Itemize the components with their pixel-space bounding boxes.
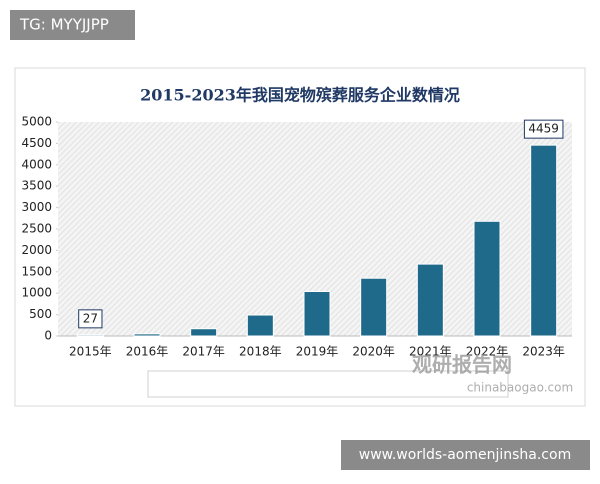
x-tick-label: 2022年 [466,345,509,359]
chart-title: 2015-2023年我国宠物殡葬服务企业数情况 [140,86,460,105]
x-tick-label: 2016年 [126,345,169,359]
data-label: 4459 [528,122,559,136]
y-tick-label: 4000 [21,157,52,171]
bar [473,220,501,337]
x-tick-label: 2023年 [522,345,565,359]
bar [530,144,558,337]
top-tag: TG: MYYJJPP [19,16,109,34]
data-label-box [523,119,564,139]
y-tick-label: 1500 [21,264,52,278]
x-tick-label: 2015年 [69,345,112,359]
top-tag-bg [10,10,135,40]
legend-box [147,370,509,398]
bar [303,290,331,337]
y-tick-label: 500 [29,307,52,321]
bar [76,334,104,337]
x-tick-label: 2020年 [352,345,395,359]
watermark-url: chinabaogao.com [467,381,573,395]
y-tick-label: 5000 [21,115,52,129]
bar [246,314,274,337]
bar [190,328,218,337]
x-tick-label: 2018年 [239,345,282,359]
bar [416,263,444,337]
data-label-box [78,309,103,329]
y-tick-label: 1000 [21,286,52,300]
x-tick-label: 2019年 [296,345,339,359]
watermark: 观研报告网 [412,353,512,377]
x-tick-label: 2017年 [182,345,225,359]
data-label: 27 [83,311,98,325]
bottom-tag: www.worlds-aomenjinsha.com [359,447,571,463]
y-tick-label: 2500 [21,222,52,236]
bottom-tag-bg [341,440,590,470]
bar [133,333,161,337]
y-tick-label: 2000 [21,243,52,257]
bar [360,277,388,337]
y-tick-label: 4500 [21,136,52,150]
y-tick-label: 3500 [21,179,52,193]
y-tick-label: 3000 [21,200,52,214]
y-tick-label: 0 [44,329,52,343]
x-tick-label: 2021年 [409,345,452,359]
